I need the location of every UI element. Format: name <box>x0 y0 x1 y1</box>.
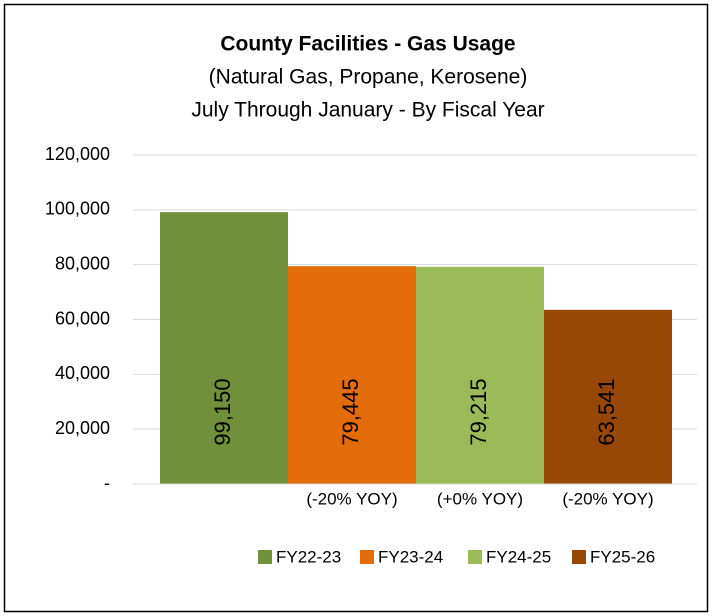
value-label: 79,445 <box>338 378 363 445</box>
chart-subtitle: (Natural Gas, Propane, Kerosene) <box>209 66 528 89</box>
value-label: 99,150 <box>210 378 235 445</box>
value-label: 63,541 <box>594 378 619 445</box>
y-tick-label: 100,000 <box>45 199 110 219</box>
bar <box>160 212 288 484</box>
bar <box>544 309 672 484</box>
legend-swatch <box>468 550 482 564</box>
x-tick-label: (-20% YOY) <box>562 489 653 508</box>
y-tick-label: 120,000 <box>45 144 110 164</box>
chart-subtitle: July Through January - By Fiscal Year <box>191 99 544 122</box>
value-label: 79,215 <box>466 378 491 445</box>
legend-label: FY22-23 <box>276 547 341 566</box>
bar <box>416 266 544 484</box>
y-tick-label: 40,000 <box>55 363 110 383</box>
y-tick-label: 60,000 <box>55 308 110 328</box>
x-tick-label: (-20% YOY) <box>306 489 397 508</box>
legend-swatch <box>572 550 586 564</box>
y-tick-label: 80,000 <box>55 253 110 273</box>
legend-label: FY23-24 <box>378 547 443 566</box>
x-tick-label: (+0% YOY) <box>437 489 523 508</box>
legend-swatch <box>360 550 374 564</box>
bar <box>288 266 416 484</box>
legend-swatch <box>258 550 272 564</box>
legend-label: FY25-26 <box>590 547 655 566</box>
legend-label: FY24-25 <box>486 547 551 566</box>
y-tick-label: 20,000 <box>55 418 110 438</box>
y-tick-label: - <box>104 473 110 493</box>
chart-title: County Facilities - Gas Usage <box>220 33 515 56</box>
